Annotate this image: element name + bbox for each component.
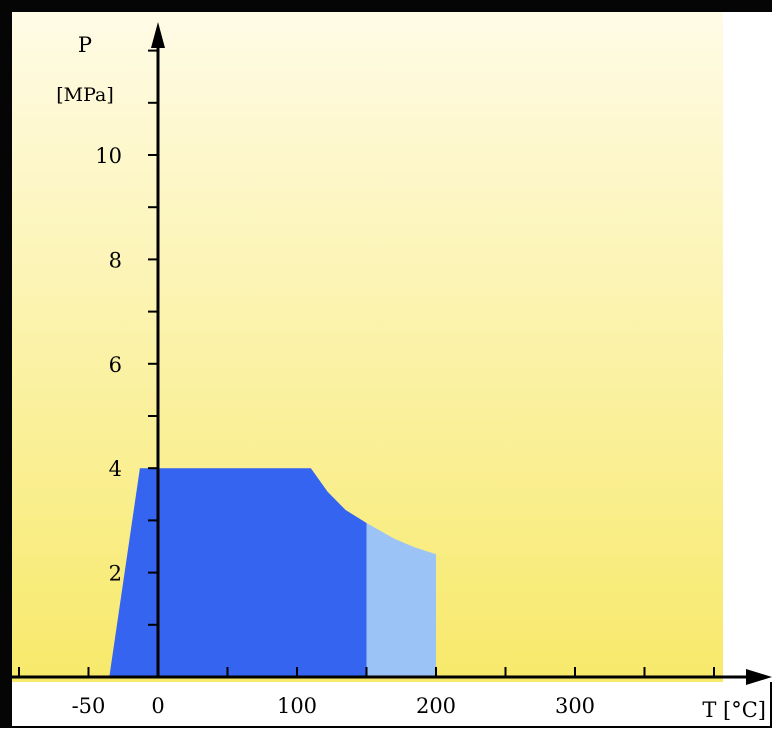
labels-layer: -50 0 100 200 300 2 4 6 8 10 bbox=[72, 144, 595, 718]
x-tick-label: 300 bbox=[555, 694, 595, 718]
y-axis-unit: [MPa] bbox=[56, 84, 114, 106]
y-tick-label: 10 bbox=[95, 144, 122, 168]
x-axis-title: T [°C] bbox=[702, 698, 766, 722]
y-tick-label: 8 bbox=[109, 248, 122, 272]
x-tick-label: -50 bbox=[72, 694, 106, 718]
y-tick-label: 4 bbox=[109, 457, 122, 481]
y-axis-arrow bbox=[151, 22, 165, 48]
y-tick-label: 6 bbox=[109, 353, 122, 377]
top-border bbox=[0, 0, 772, 12]
series-layer bbox=[109, 468, 436, 677]
y-axis-name: P bbox=[78, 33, 92, 57]
x-axis-arrow bbox=[746, 669, 772, 685]
left-border bbox=[0, 0, 12, 728]
x-tick-label: 100 bbox=[277, 694, 317, 718]
axes-layer bbox=[12, 22, 772, 685]
x-tick-label: 0 bbox=[151, 694, 164, 718]
x-tick-label: 200 bbox=[416, 694, 456, 718]
right-gutter bbox=[723, 12, 772, 682]
series-area-1 bbox=[109, 468, 367, 677]
series-area-2 bbox=[366, 523, 436, 677]
y-tick-label: 2 bbox=[109, 562, 122, 586]
